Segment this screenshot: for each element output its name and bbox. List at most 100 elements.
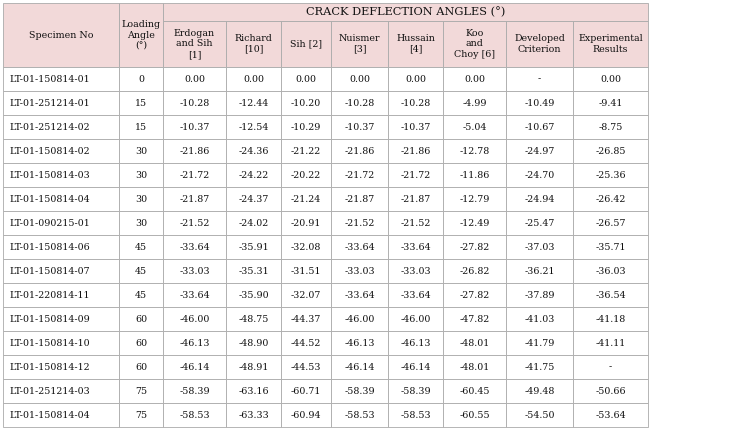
Bar — [163, 283, 226, 307]
Bar — [226, 139, 281, 163]
Text: 30: 30 — [135, 170, 147, 179]
Bar — [281, 67, 331, 91]
Text: -37.89: -37.89 — [524, 290, 555, 300]
Text: -9.41: -9.41 — [599, 99, 623, 107]
Bar — [506, 235, 573, 259]
Text: 45: 45 — [135, 242, 147, 251]
Bar — [331, 91, 388, 115]
Bar — [331, 283, 388, 307]
Text: -41.79: -41.79 — [524, 338, 555, 348]
Text: -21.22: -21.22 — [291, 147, 321, 155]
Text: -21.72: -21.72 — [400, 170, 431, 179]
Bar — [3, 331, 119, 355]
Bar — [443, 235, 506, 259]
Text: -32.08: -32.08 — [291, 242, 321, 251]
Text: LT-01-150814-09: LT-01-150814-09 — [10, 314, 91, 324]
Bar — [163, 3, 648, 21]
Text: Erdogan
and Sih
[1]: Erdogan and Sih [1] — [174, 29, 215, 59]
Bar — [163, 211, 226, 235]
Bar — [163, 355, 226, 379]
Text: -24.70: -24.70 — [524, 170, 555, 179]
Text: -4.99: -4.99 — [462, 99, 487, 107]
Bar — [331, 21, 388, 67]
Bar — [506, 283, 573, 307]
Text: Experimental
Results: Experimental Results — [578, 34, 643, 54]
Bar — [388, 67, 443, 91]
Bar — [119, 379, 163, 403]
Bar — [226, 163, 281, 187]
Text: -32.07: -32.07 — [291, 290, 321, 300]
Text: -46.13: -46.13 — [179, 338, 210, 348]
Text: -27.82: -27.82 — [459, 242, 490, 251]
Bar — [163, 139, 226, 163]
Text: 0.00: 0.00 — [600, 75, 621, 83]
Bar — [506, 211, 573, 235]
Text: Nuismer
[3]: Nuismer [3] — [338, 34, 381, 54]
Text: -10.28: -10.28 — [180, 99, 210, 107]
Bar — [331, 235, 388, 259]
Bar — [388, 163, 443, 187]
Bar — [506, 67, 573, 91]
Text: -44.37: -44.37 — [291, 314, 321, 324]
Bar — [573, 355, 648, 379]
Text: -33.03: -33.03 — [344, 266, 374, 275]
Bar — [573, 259, 648, 283]
Bar — [163, 403, 226, 427]
Bar — [443, 307, 506, 331]
Text: LT-01-220814-11: LT-01-220814-11 — [10, 290, 90, 300]
Text: -47.82: -47.82 — [459, 314, 490, 324]
Bar — [573, 115, 648, 139]
Text: -: - — [538, 75, 541, 83]
Bar — [331, 211, 388, 235]
Text: -21.72: -21.72 — [344, 170, 374, 179]
Bar — [443, 67, 506, 91]
Text: 75: 75 — [135, 411, 147, 420]
Bar — [281, 139, 331, 163]
Text: 0.00: 0.00 — [296, 75, 317, 83]
Bar — [119, 163, 163, 187]
Text: -10.37: -10.37 — [400, 123, 431, 131]
Bar — [3, 379, 119, 403]
Bar — [119, 283, 163, 307]
Text: -21.24: -21.24 — [291, 194, 321, 203]
Text: -58.39: -58.39 — [400, 386, 431, 396]
Bar — [388, 403, 443, 427]
Bar — [573, 283, 648, 307]
Bar — [3, 139, 119, 163]
Bar — [506, 355, 573, 379]
Bar — [119, 307, 163, 331]
Bar — [388, 187, 443, 211]
Text: 0.00: 0.00 — [349, 75, 370, 83]
Bar — [506, 163, 573, 187]
Text: -21.52: -21.52 — [179, 218, 210, 227]
Bar — [506, 91, 573, 115]
Bar — [3, 235, 119, 259]
Bar — [443, 355, 506, 379]
Bar — [506, 115, 573, 139]
Text: -46.13: -46.13 — [400, 338, 431, 348]
Text: -21.87: -21.87 — [400, 194, 431, 203]
Bar — [119, 331, 163, 355]
Bar — [443, 187, 506, 211]
Bar — [573, 21, 648, 67]
Text: -10.49: -10.49 — [524, 99, 555, 107]
Bar — [443, 163, 506, 187]
Text: -21.86: -21.86 — [400, 147, 431, 155]
Bar — [281, 115, 331, 139]
Text: LT-01-150814-04: LT-01-150814-04 — [10, 411, 90, 420]
Text: -46.00: -46.00 — [344, 314, 374, 324]
Text: LT-01-150814-01: LT-01-150814-01 — [10, 75, 90, 83]
Text: -21.72: -21.72 — [180, 170, 210, 179]
Text: -58.53: -58.53 — [344, 411, 374, 420]
Text: 60: 60 — [135, 314, 147, 324]
Text: -33.03: -33.03 — [179, 266, 210, 275]
Text: LT-01-150814-10: LT-01-150814-10 — [10, 338, 90, 348]
Text: -46.14: -46.14 — [344, 362, 374, 372]
Bar — [119, 259, 163, 283]
Text: -48.01: -48.01 — [459, 362, 490, 372]
Bar — [281, 403, 331, 427]
Text: LT-01-150814-03: LT-01-150814-03 — [10, 170, 91, 179]
Bar — [331, 163, 388, 187]
Bar — [443, 283, 506, 307]
Bar — [281, 187, 331, 211]
